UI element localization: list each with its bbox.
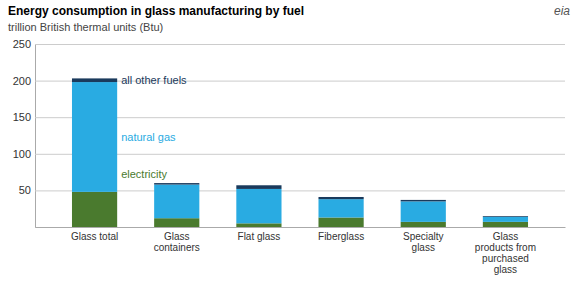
title: Energy consumption in glass manufacturin… [8, 4, 304, 18]
x-tick-label-line: Fiberglass [318, 231, 364, 242]
bar [154, 218, 199, 227]
x-axis: Glass totalGlasscontainersFlat glassFibe… [36, 227, 566, 275]
x-tick-label: Glass total [71, 231, 118, 242]
x-tick-label: Glasscontainers [154, 231, 200, 253]
y-tick: 250 [13, 38, 565, 50]
x-tick-label: Glassproducts frompurchasedglass [475, 231, 536, 275]
y-axis-line [36, 45, 566, 228]
x-tick-label-line: glass [412, 242, 435, 253]
y-tick-label: 150 [13, 111, 31, 123]
bar [154, 185, 199, 219]
bar [483, 216, 528, 218]
bar [318, 197, 363, 199]
grid-line [35, 44, 565, 45]
bar [236, 223, 281, 227]
x-tick-label: Flat glass [238, 231, 281, 242]
x-tick-label-line: glass [494, 264, 517, 275]
bar [72, 82, 117, 192]
x-tick-label-line: containers [154, 242, 200, 253]
chart-svg: Energy consumption in glass manufacturin… [0, 0, 580, 287]
series-labels: electricity natural gas all other fuels [121, 74, 187, 180]
bar [236, 185, 281, 189]
x-tick-label-line: products from [475, 242, 536, 253]
bar [72, 78, 117, 82]
bar [401, 200, 446, 201]
bar-series [72, 192, 528, 227]
bars [72, 78, 528, 227]
bar [154, 183, 199, 184]
bar [401, 201, 446, 221]
x-tick: Glass total [71, 227, 118, 242]
x-tick: Glasscontainers [154, 227, 200, 253]
series-label: natural gas [121, 131, 176, 143]
bar [401, 222, 446, 227]
bar [72, 192, 117, 227]
y-tick-label: 250 [13, 38, 31, 50]
x-tick-label-line: Glass total [71, 231, 118, 242]
plot: 50100150200250Glass totalGlasscontainers… [13, 38, 566, 275]
x-tick: Specialtyglass [403, 227, 444, 253]
x-tick-label-line: Glass [493, 231, 519, 242]
x-tick-label-line: Specialty [403, 231, 444, 242]
y-tick-label: 200 [13, 75, 31, 87]
x-tick-label: Fiberglass [318, 231, 364, 242]
bar-series [72, 82, 528, 223]
bar [318, 217, 363, 227]
x-tick-label: Specialtyglass [403, 231, 444, 253]
chart-container: Energy consumption in glass manufacturin… [0, 0, 580, 287]
x-tick: Fiberglass [318, 227, 364, 242]
y-axis: 50 100 150 200 250 [13, 38, 565, 227]
x-axis-line [36, 227, 566, 228]
bar-series [72, 78, 528, 216]
y-tick-label: 100 [13, 148, 31, 160]
bar [483, 222, 528, 227]
bar [483, 217, 528, 222]
x-tick-label-line: Flat glass [238, 231, 281, 242]
y-tick-label: 50 [19, 184, 31, 196]
bar [236, 189, 281, 223]
x-tick: Flat glass [238, 227, 281, 242]
x-tick-label-line: Glass [164, 231, 190, 242]
subtitle: trillion British thermal units (Btu) [8, 21, 163, 33]
x-tick-label-line: purchased [482, 253, 529, 264]
bar [318, 199, 363, 217]
series-label: electricity [121, 168, 167, 180]
annotation: eia [554, 4, 570, 18]
x-tick: Glassproducts frompurchasedglass [475, 227, 536, 275]
series-label: all other fuels [121, 74, 187, 86]
